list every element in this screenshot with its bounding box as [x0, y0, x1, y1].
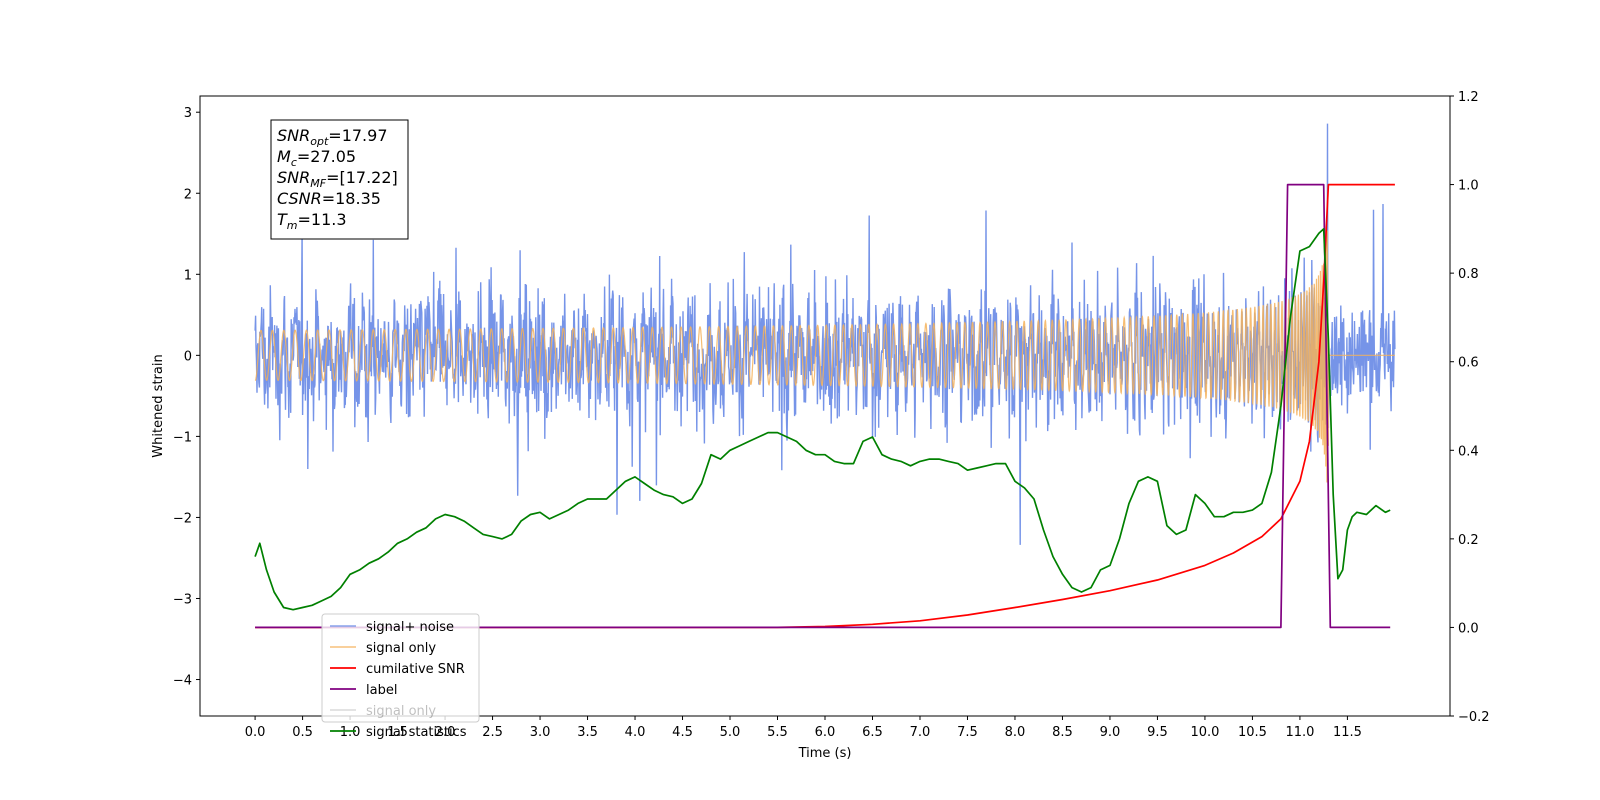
annotation-value: =11.3 [298, 210, 347, 229]
legend-label: cumilative SNR [366, 662, 465, 677]
x-axis-label: Time (s) [798, 746, 852, 761]
y-right-tick-label: −0.2 [1458, 710, 1490, 725]
y-right-tick-label: 1.2 [1458, 90, 1479, 105]
x-tick-label: 10.5 [1238, 725, 1267, 740]
x-tick-label: 8.0 [1005, 725, 1026, 740]
y-left-tick-label: −4 [173, 674, 192, 689]
y-right-tick-label: 0.6 [1458, 356, 1479, 371]
legend-label: label [366, 683, 397, 698]
y-axis-left: 3 2 1 0 −1 −2 −3 −4 [173, 106, 200, 689]
annotation-symbol: T [277, 210, 288, 229]
x-tick-label: 4.0 [625, 725, 646, 740]
x-tick-label: 5.5 [767, 725, 788, 740]
x-tick-label: 1.0 [340, 725, 361, 740]
annotation-text: Mc=27.05 [277, 147, 356, 169]
annotation-value: =27.05 [297, 147, 356, 166]
y-left-tick-label: 0 [184, 349, 192, 364]
annotation-text: SNRMF=[17.22] [277, 168, 398, 190]
x-tick-label: 3.5 [577, 725, 598, 740]
plot-area [254, 123, 1396, 629]
y-left-tick-label: −2 [173, 511, 192, 526]
x-tick-label: 6.5 [862, 725, 883, 740]
x-tick-label: 0.5 [292, 725, 313, 740]
x-tick-label: 7.5 [957, 725, 978, 740]
y-right-tick-label: 0.2 [1458, 533, 1479, 548]
series-label [255, 183, 1391, 629]
annotation-text: SNRopt=17.97 [277, 126, 388, 148]
annotation-value: =17.97 [328, 126, 387, 145]
annotation-subscript: MF [310, 177, 326, 190]
y-axis-right: 1.2 1.0 0.8 0.6 0.4 0.2 0.0 −0.2 [1450, 90, 1490, 725]
legend-label: signal+ noise [366, 620, 454, 635]
y-right-tick-label: 1.0 [1458, 179, 1479, 194]
legend-label: signal only [366, 641, 436, 656]
x-tick-label: 6.0 [815, 725, 836, 740]
x-tick-label: 8.5 [1052, 725, 1073, 740]
annotation-symbol: CSNR [277, 189, 322, 208]
legend-label: signal statistics [366, 725, 467, 740]
x-tick-label: 11.0 [1285, 725, 1314, 740]
annotation-subscript: opt [310, 135, 329, 148]
info-box: SNRopt=17.97Mc=27.05SNRMF=[17.22]CSNR=18… [270, 119, 409, 240]
y-left-tick-label: 3 [184, 106, 192, 121]
annotation-symbol: SNR [277, 126, 310, 145]
annotation-symbol: M [277, 147, 291, 166]
x-tick-label: 2.0 [435, 725, 456, 740]
x-tick-label: 4.5 [672, 725, 693, 740]
x-tick-label: 5.0 [720, 725, 741, 740]
y-left-tick-label: 2 [184, 187, 192, 202]
x-tick-label: 9.5 [1147, 725, 1168, 740]
x-tick-label: 0.0 [245, 725, 266, 740]
series-signal-statistics [254, 228, 1391, 611]
annotation-value: =[17.22] [326, 168, 398, 187]
y-right-tick-label: 0.0 [1458, 621, 1479, 636]
y-left-tick-label: −3 [173, 592, 192, 607]
annotation-symbol: SNR [277, 168, 310, 187]
info-box-frame [270, 119, 409, 240]
annotation-text: CSNR=18.35 [277, 189, 381, 208]
x-tick-label: 1.5 [387, 725, 408, 740]
x-tick-label: 7.0 [910, 725, 931, 740]
legend: signal+ noise signal only cumilative SNR la… [321, 613, 480, 740]
annotation-value: =18.35 [322, 189, 381, 208]
annotation-subscript: m [287, 219, 298, 232]
y-axis-label: Whitened strain [151, 354, 166, 457]
x-tick-label: 2.5 [482, 725, 503, 740]
legend-frame [321, 613, 480, 723]
x-tick-label: 3.0 [530, 725, 551, 740]
annotation-text: Tm=11.3 [277, 210, 347, 232]
annotation-subscript: c [291, 156, 297, 169]
x-axis: 0.0 0.5 1.0 1.5 2.0 2.5 3.0 3.5 4.0 4.5 5.0 5.5 6.0 6… [245, 716, 1362, 740]
y-left-tick-label: −1 [173, 430, 192, 445]
legend-label: signal only [366, 704, 436, 719]
y-right-tick-label: 0.8 [1458, 267, 1479, 282]
x-tick-label: 11.5 [1333, 725, 1362, 740]
series-cumulative-snr [255, 183, 1395, 629]
y-right-tick-label: 0.4 [1458, 444, 1479, 459]
x-tick-label: 10.0 [1190, 725, 1219, 740]
x-tick-label: 9.0 [1100, 725, 1121, 740]
y-left-tick-label: 1 [184, 268, 192, 283]
series-signal-only [254, 230, 1395, 483]
